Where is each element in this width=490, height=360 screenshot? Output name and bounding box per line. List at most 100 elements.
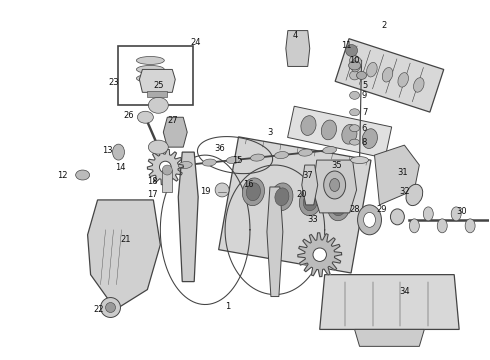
Polygon shape bbox=[335, 39, 444, 112]
Text: 10: 10 bbox=[349, 56, 360, 65]
Polygon shape bbox=[219, 137, 371, 273]
Text: 13: 13 bbox=[102, 145, 113, 154]
Text: 33: 33 bbox=[307, 215, 318, 224]
Ellipse shape bbox=[423, 207, 433, 221]
Ellipse shape bbox=[321, 120, 337, 140]
Polygon shape bbox=[178, 152, 198, 282]
Text: 16: 16 bbox=[243, 180, 253, 189]
Ellipse shape bbox=[349, 139, 360, 145]
Text: 3: 3 bbox=[267, 128, 272, 137]
Ellipse shape bbox=[136, 66, 164, 73]
Ellipse shape bbox=[358, 205, 382, 235]
Polygon shape bbox=[163, 117, 187, 147]
Ellipse shape bbox=[330, 179, 340, 192]
Circle shape bbox=[215, 183, 229, 197]
Text: 30: 30 bbox=[456, 207, 466, 216]
Circle shape bbox=[105, 302, 116, 312]
Text: 12: 12 bbox=[57, 171, 68, 180]
Polygon shape bbox=[374, 145, 419, 205]
Bar bbox=[118, 45, 193, 105]
Text: 36: 36 bbox=[215, 144, 225, 153]
Ellipse shape bbox=[250, 154, 265, 161]
Ellipse shape bbox=[349, 109, 360, 116]
Ellipse shape bbox=[349, 91, 360, 99]
Ellipse shape bbox=[324, 171, 345, 199]
Ellipse shape bbox=[275, 188, 289, 206]
Ellipse shape bbox=[301, 116, 316, 135]
Bar bbox=[162, 170, 172, 192]
Polygon shape bbox=[319, 275, 459, 329]
Ellipse shape bbox=[202, 159, 216, 166]
Text: 32: 32 bbox=[399, 188, 410, 197]
Ellipse shape bbox=[271, 183, 293, 211]
Text: 14: 14 bbox=[115, 163, 126, 172]
Text: 15: 15 bbox=[232, 156, 242, 165]
Ellipse shape bbox=[351, 57, 362, 72]
Ellipse shape bbox=[246, 183, 261, 201]
Circle shape bbox=[159, 161, 171, 173]
Polygon shape bbox=[313, 160, 357, 213]
Ellipse shape bbox=[349, 71, 360, 80]
Text: 9: 9 bbox=[362, 91, 367, 100]
Ellipse shape bbox=[328, 193, 350, 221]
Polygon shape bbox=[288, 106, 392, 158]
Ellipse shape bbox=[303, 193, 318, 211]
Text: 18: 18 bbox=[147, 177, 158, 186]
Text: 17: 17 bbox=[147, 190, 158, 199]
Ellipse shape bbox=[364, 212, 375, 227]
Polygon shape bbox=[267, 187, 283, 297]
Polygon shape bbox=[88, 200, 160, 310]
Text: 5: 5 bbox=[362, 81, 367, 90]
Text: 22: 22 bbox=[93, 305, 104, 314]
Text: 24: 24 bbox=[190, 38, 200, 47]
Ellipse shape bbox=[414, 78, 424, 92]
Ellipse shape bbox=[226, 157, 240, 163]
Ellipse shape bbox=[323, 147, 337, 154]
Ellipse shape bbox=[391, 209, 404, 225]
Text: 35: 35 bbox=[331, 161, 342, 170]
Text: 8: 8 bbox=[362, 138, 367, 147]
Ellipse shape bbox=[465, 219, 475, 233]
Ellipse shape bbox=[136, 57, 164, 64]
Polygon shape bbox=[298, 233, 342, 276]
Ellipse shape bbox=[137, 111, 153, 123]
Ellipse shape bbox=[437, 219, 447, 233]
Ellipse shape bbox=[398, 73, 409, 87]
Text: 23: 23 bbox=[108, 78, 119, 87]
Polygon shape bbox=[286, 31, 310, 67]
Ellipse shape bbox=[148, 97, 168, 113]
Text: 34: 34 bbox=[399, 287, 410, 296]
Polygon shape bbox=[147, 149, 183, 185]
Ellipse shape bbox=[243, 178, 265, 206]
Text: 11: 11 bbox=[342, 41, 352, 50]
Text: 6: 6 bbox=[362, 124, 367, 133]
Ellipse shape bbox=[367, 62, 377, 77]
Circle shape bbox=[100, 298, 121, 318]
Text: 20: 20 bbox=[296, 190, 307, 199]
Text: 2: 2 bbox=[382, 21, 387, 30]
Ellipse shape bbox=[75, 170, 90, 180]
Ellipse shape bbox=[148, 140, 168, 154]
Polygon shape bbox=[355, 329, 424, 346]
Ellipse shape bbox=[357, 71, 367, 80]
Text: 19: 19 bbox=[200, 188, 210, 197]
Ellipse shape bbox=[382, 68, 393, 82]
Circle shape bbox=[313, 248, 326, 261]
Ellipse shape bbox=[409, 219, 419, 233]
Ellipse shape bbox=[298, 149, 313, 156]
Ellipse shape bbox=[350, 157, 368, 163]
Ellipse shape bbox=[342, 125, 357, 144]
Text: 29: 29 bbox=[376, 206, 387, 215]
Ellipse shape bbox=[332, 198, 346, 216]
Text: 31: 31 bbox=[397, 167, 408, 176]
Circle shape bbox=[162, 165, 172, 175]
Text: 28: 28 bbox=[349, 206, 360, 215]
Text: 21: 21 bbox=[120, 235, 131, 244]
Ellipse shape bbox=[136, 75, 164, 82]
Text: 1: 1 bbox=[225, 302, 231, 311]
Ellipse shape bbox=[113, 144, 124, 160]
Text: 26: 26 bbox=[123, 111, 134, 120]
Ellipse shape bbox=[178, 162, 192, 168]
Text: 27: 27 bbox=[167, 116, 177, 125]
Polygon shape bbox=[140, 69, 175, 92]
